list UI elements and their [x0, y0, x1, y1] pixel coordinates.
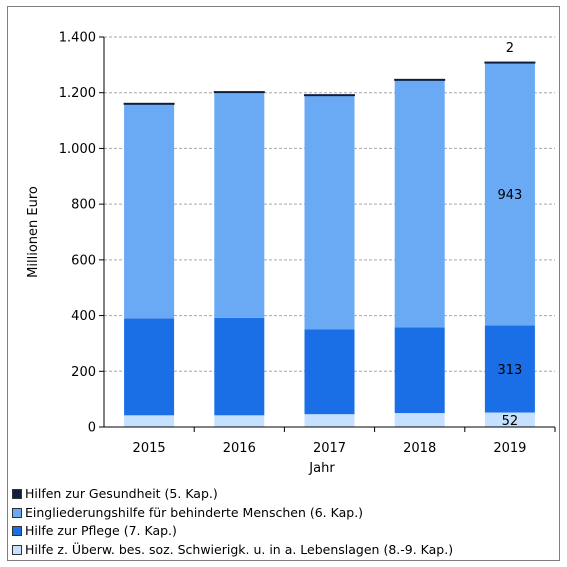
- bar-segment-2015-series-3: [123, 102, 175, 105]
- y-tick-label: 1.000: [59, 142, 96, 157]
- y-tick-label: 200: [71, 365, 96, 380]
- y-tick-label: 0: [88, 421, 96, 436]
- bar-segment-2016-series-3: [213, 91, 265, 94]
- legend-label: Hilfen zur Gesundheit (5. Kap.): [25, 486, 218, 501]
- chart-frame: [7, 6, 560, 561]
- bar-segment-2015-series-0: [124, 415, 175, 427]
- bar-segment-2017-series-3: [304, 94, 355, 97]
- legend-item: Hilfe zur Pflege (7. Kap.): [12, 522, 453, 541]
- legend-label: Hilfe z. Überw. bes. soz. Schwierigk. u.…: [25, 541, 454, 557]
- y-tick-label: 600: [71, 253, 96, 268]
- legend-item: Hilfen zur Gesundheit (5. Kap.): [12, 485, 453, 504]
- y-tick-label: 400: [71, 309, 96, 324]
- x-tick-label: 2018: [403, 441, 436, 456]
- data-label-2019-series-3: 2: [506, 41, 514, 56]
- legend-item: Hilfe z. Überw. bes. soz. Schwierigk. u.…: [12, 541, 453, 560]
- legend-swatch: [12, 489, 22, 500]
- bar-segment-2016-series-1: [214, 317, 265, 416]
- legend-label: Hilfe zur Pflege (7. Kap.): [25, 523, 177, 538]
- bar-segment-2015-series-2: [124, 103, 175, 319]
- bar-segment-2019-series-1: [484, 325, 535, 413]
- bar-segment-2017-series-0: [304, 414, 355, 427]
- bar-segment-2017-series-2: [304, 95, 355, 330]
- y-axis-title: Millionen Euro: [26, 186, 41, 278]
- x-tick-label: 2019: [493, 441, 526, 456]
- legend: Hilfen zur Gesundheit (5. Kap.) Eingliede…: [12, 485, 453, 559]
- bar-segment-2015-series-1: [124, 318, 175, 416]
- data-label-2019-series-2: 943: [497, 188, 522, 203]
- data-label-2019-series-1: 313: [497, 363, 522, 378]
- legend-label: Eingliederungshilfe für behinderte Mensc…: [25, 504, 364, 520]
- bar-segment-2018-series-3: [394, 78, 446, 81]
- bar-segment-2019-series-0: [484, 412, 535, 427]
- bar-segment-2018-series-1: [394, 327, 445, 414]
- legend-swatch: [12, 544, 22, 555]
- x-axis-title: Jahr: [308, 461, 335, 476]
- x-tick-label: 2017: [313, 441, 346, 456]
- bar-segment-2018-series-0: [394, 413, 445, 427]
- bar-segment-2016-series-0: [214, 415, 265, 427]
- data-label-2019-series-0: 52: [502, 414, 519, 429]
- legend-swatch: [12, 526, 22, 537]
- x-tick-label: 2015: [133, 441, 166, 456]
- bar-segment-2019-series-2: [484, 62, 535, 326]
- bar-segment-2017-series-1: [304, 329, 355, 415]
- bar-segment-2019-series-3: [484, 61, 536, 64]
- y-tick-label: 1.400: [59, 31, 96, 46]
- bars: [123, 61, 536, 427]
- y-tick-label: 800: [71, 198, 96, 213]
- data-labels: 52 313 943 2: [497, 41, 522, 429]
- stacked-bar-chart: 0 200 400 600 800 1.000 1.200 1.400 2015 2016 2017…: [26, 31, 556, 476]
- y-tick-label: 1.200: [59, 86, 96, 101]
- bar-segment-2016-series-2: [214, 92, 265, 318]
- x-tick-label: 2016: [223, 441, 256, 456]
- axes: 0 200 400 600 800 1.000 1.200 1.400 2015 2016 2017…: [59, 31, 556, 456]
- legend-item: Eingliederungshilfe für behinderte Mensc…: [12, 504, 453, 523]
- legend-swatch: [12, 507, 22, 518]
- bar-segment-2018-series-2: [394, 79, 445, 328]
